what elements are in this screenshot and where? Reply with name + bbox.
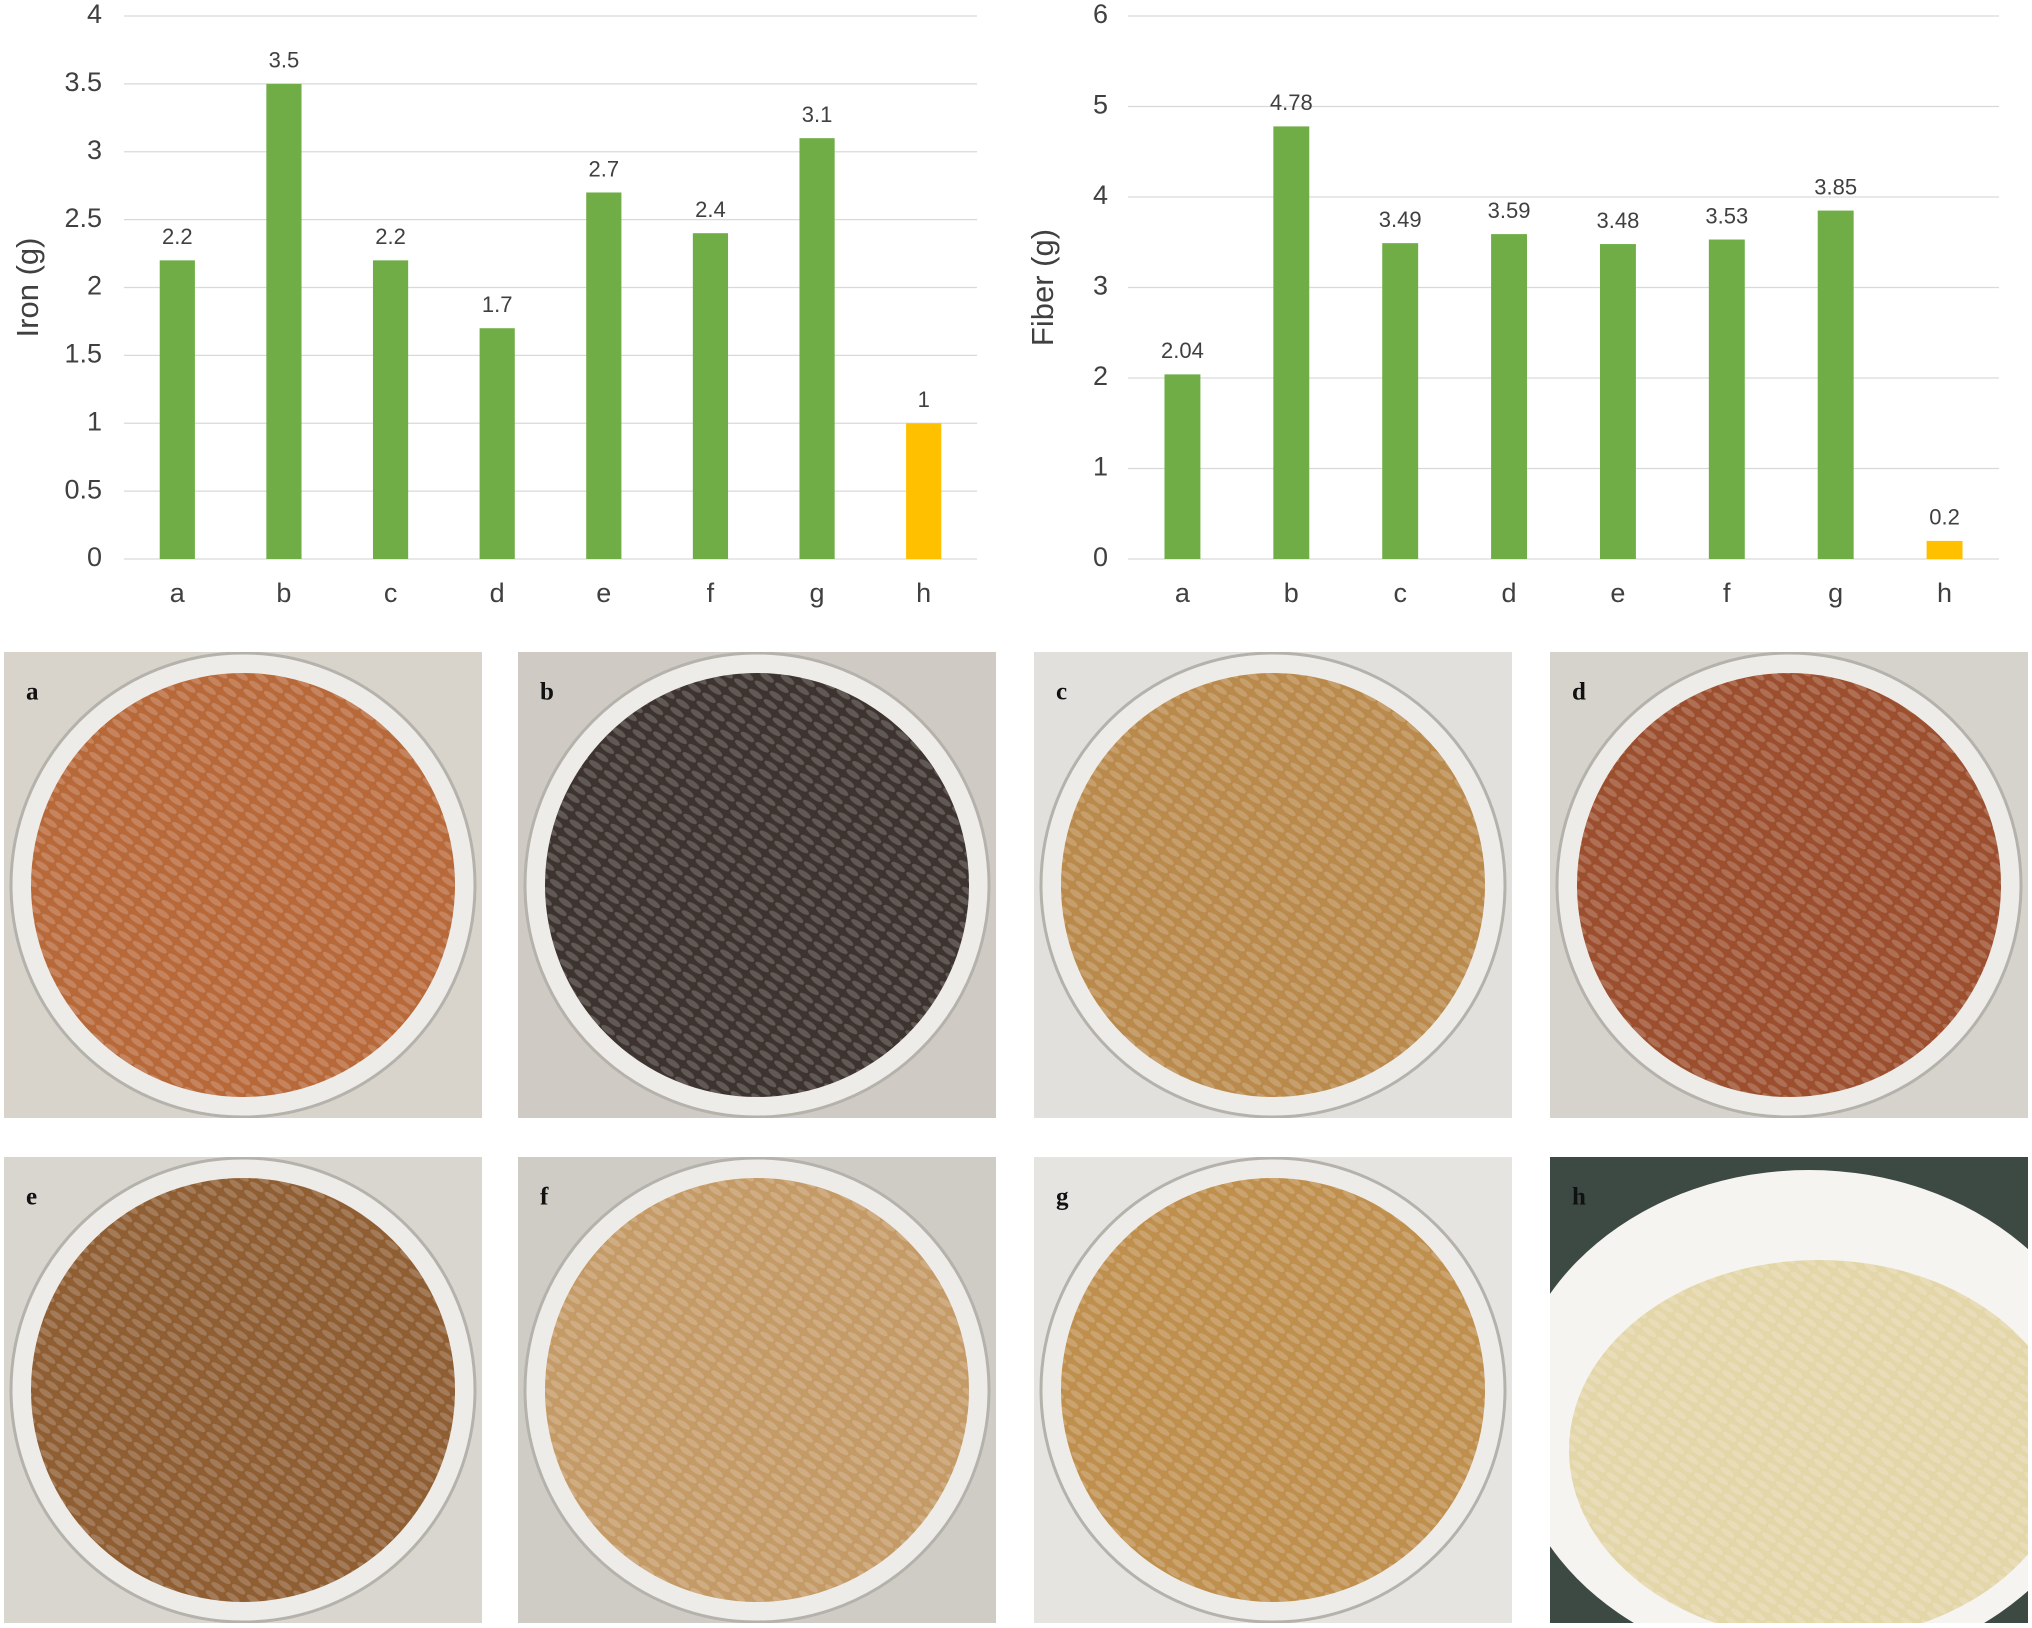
data-label: 4.78	[1270, 90, 1313, 115]
photo	[4, 652, 482, 1118]
data-label: 3.53	[1705, 203, 1748, 228]
data-label: 0.2	[1929, 505, 1960, 530]
photo	[1034, 652, 1512, 1118]
photo-label: h	[1572, 1184, 1586, 1211]
photo-label: f	[540, 1184, 549, 1211]
data-label: 3.1	[802, 102, 833, 127]
y-tick-label: 3	[87, 135, 102, 165]
bar	[906, 423, 942, 559]
data-label: 3.48	[1597, 208, 1640, 233]
x-tick-label: g	[1828, 578, 1843, 608]
x-tick-label: h	[916, 578, 931, 608]
x-tick-label: d	[490, 578, 505, 608]
rice-texture	[545, 1178, 969, 1602]
rice-texture	[1577, 673, 2001, 1097]
bar	[586, 192, 622, 559]
photo-label: d	[1572, 679, 1586, 706]
y-tick-label: 6	[1093, 0, 1108, 29]
bar	[159, 260, 195, 559]
bar	[1491, 234, 1528, 560]
y-tick-label: 5	[1093, 90, 1108, 120]
x-tick-label: e	[1610, 578, 1625, 608]
bar	[1382, 243, 1419, 559]
x-tick-label: b	[1284, 578, 1299, 608]
y-tick-label: 1	[87, 406, 102, 436]
bar	[799, 138, 835, 560]
y-tick-label: 1.5	[64, 339, 102, 369]
x-tick-label: b	[276, 578, 291, 608]
x-tick-label: f	[707, 578, 715, 608]
photo	[518, 1157, 996, 1623]
y-tick-label: 0	[1093, 542, 1108, 572]
bar	[266, 83, 302, 559]
bar	[1273, 126, 1310, 559]
photo	[4, 1157, 482, 1623]
bar	[372, 260, 409, 559]
photo-label: e	[26, 1184, 37, 1211]
y-tick-label: 3	[1093, 271, 1108, 301]
rice-texture	[31, 673, 455, 1097]
photo-label: b	[540, 679, 554, 706]
rice-texture	[1061, 673, 1485, 1097]
bar	[1926, 540, 1963, 559]
photo-label: g	[1056, 1184, 1069, 1211]
y-tick-label: 0	[87, 542, 102, 572]
y-tick-label: 4	[1093, 180, 1108, 210]
x-tick-label: a	[1175, 578, 1191, 608]
bar	[1708, 239, 1745, 559]
data-label: 1	[918, 387, 930, 412]
photo	[518, 652, 996, 1118]
y-tick-label: 2	[1093, 361, 1108, 391]
y-tick-label: 1	[1093, 452, 1108, 482]
x-tick-label: h	[1937, 578, 1952, 608]
x-tick-label: f	[1723, 578, 1731, 608]
rice-texture	[31, 1178, 455, 1602]
data-label: 1.7	[482, 292, 513, 317]
x-tick-label: d	[1502, 578, 1517, 608]
x-tick-label: c	[384, 578, 398, 608]
bar	[479, 328, 515, 559]
data-label: 2.04	[1161, 338, 1204, 363]
y-tick-label: 4	[87, 0, 102, 29]
y-axis-label: Fiber (g)	[1025, 229, 1060, 346]
photo-label: c	[1056, 679, 1067, 706]
photo	[1034, 1157, 1512, 1623]
y-axis-label: Iron (g)	[10, 238, 45, 338]
x-tick-label: g	[810, 578, 825, 608]
bar	[1817, 210, 1854, 559]
x-tick-label: a	[170, 578, 186, 608]
rice-texture	[1061, 1178, 1485, 1602]
data-label: 2.7	[589, 156, 620, 181]
bar	[692, 233, 729, 559]
y-tick-label: 2	[87, 271, 102, 301]
data-label: 2.4	[695, 197, 726, 222]
y-tick-label: 2.5	[64, 203, 102, 233]
x-tick-label: e	[596, 578, 611, 608]
data-label: 3.49	[1379, 207, 1422, 232]
data-label: 3.5	[269, 48, 300, 73]
bar	[1599, 244, 1636, 559]
y-tick-label: 3.5	[64, 67, 102, 97]
photo-label: a	[26, 679, 39, 706]
data-label: 2.2	[375, 224, 406, 249]
data-label: 3.59	[1488, 198, 1531, 223]
y-tick-label: 0.5	[64, 474, 102, 504]
rice-texture	[1569, 1260, 2028, 1623]
bar	[1164, 374, 1201, 559]
photo	[1550, 1157, 2028, 1623]
x-tick-label: c	[1393, 578, 1407, 608]
rice-texture	[545, 673, 969, 1097]
photo	[1550, 652, 2028, 1118]
data-label: 3.85	[1814, 174, 1857, 199]
data-label: 2.2	[162, 224, 193, 249]
